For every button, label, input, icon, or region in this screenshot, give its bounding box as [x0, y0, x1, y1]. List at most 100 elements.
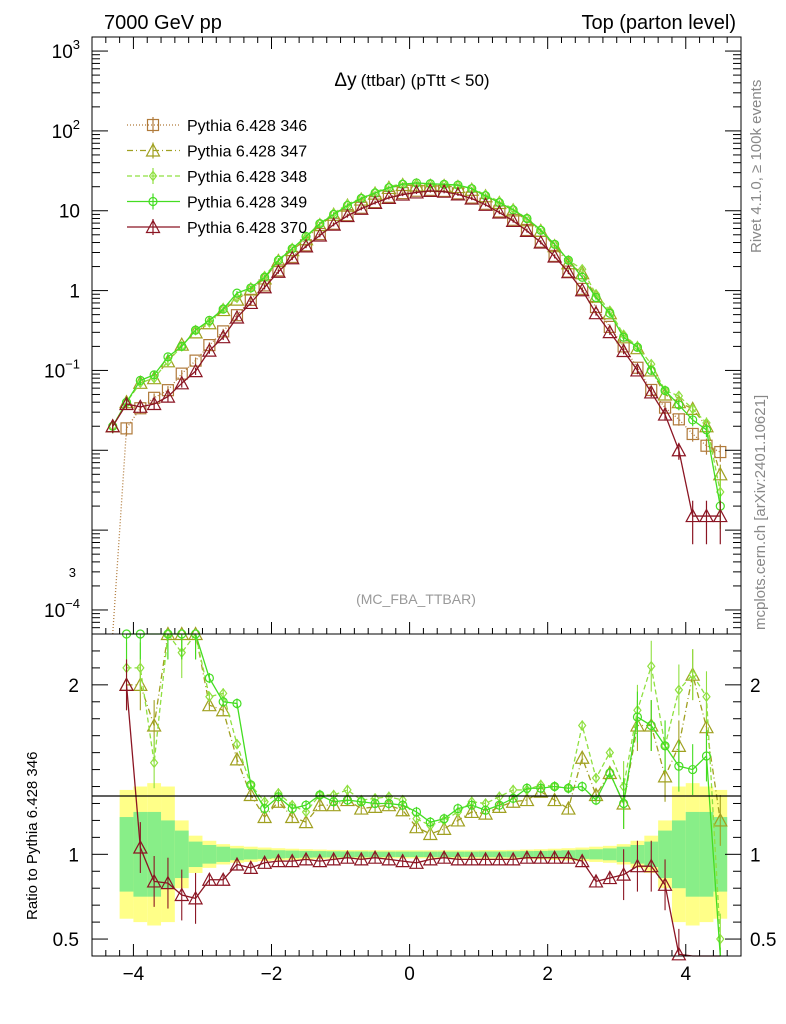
ratio-point [339, 792, 355, 807]
y-tick-label: 103 [52, 37, 80, 63]
ratio-point [270, 853, 286, 868]
ratio-y-tick-label: 1 [68, 845, 79, 866]
ratio-point [632, 712, 643, 722]
x-tick-label: 0 [404, 964, 415, 985]
band-green-bin [589, 849, 603, 860]
data-point [243, 295, 259, 310]
ratio-series-layer [119, 626, 728, 961]
data-point [149, 370, 159, 380]
data-point [257, 279, 273, 294]
data-point [163, 352, 173, 362]
ratio-point [519, 849, 535, 864]
data-point [246, 283, 256, 293]
x-tick-label: −4 [123, 964, 145, 985]
x-tick-label: 2 [542, 964, 553, 985]
ratio-point [560, 849, 576, 864]
data-point [425, 179, 435, 189]
band-green-bin [243, 849, 258, 860]
ratio-point [412, 813, 421, 825]
ratio-point [674, 761, 684, 771]
x-tick-label: 4 [680, 964, 691, 985]
ratio-point [616, 866, 632, 881]
data-point [229, 309, 245, 324]
main-series-layer [105, 177, 728, 635]
series-370 [105, 183, 728, 545]
data-point [522, 213, 532, 224]
ratio-point [218, 697, 228, 707]
ratio-point [467, 800, 477, 810]
ratio-349 [121, 629, 721, 957]
data-point [218, 304, 228, 314]
data-point [605, 308, 615, 318]
axis-ticks [92, 37, 742, 957]
ratio-point [577, 781, 587, 792]
rivet-version-label: Rivet 4.1.0, ≥ 100k events [748, 80, 765, 253]
legend-marker [146, 118, 160, 132]
header-left: 7000 GeV pp [104, 12, 222, 34]
band-green-bin [202, 844, 217, 864]
data-point [657, 406, 673, 421]
legend-entry: Pythia 6.428 346 [127, 117, 307, 135]
ratio-point [270, 794, 286, 808]
data-point [688, 403, 697, 415]
data-point [588, 305, 604, 320]
y-tick-label: 102 [52, 117, 80, 143]
ratio-point [605, 747, 615, 759]
ratio-point [136, 662, 145, 674]
band-green-bin [161, 820, 175, 889]
x-tick-label: −2 [261, 964, 283, 985]
ratio-point [591, 772, 601, 784]
ratio-point [298, 851, 314, 866]
band-green-bin [230, 848, 244, 861]
ratio-point [315, 790, 325, 800]
ratio-point [229, 856, 245, 871]
ratio-point [174, 887, 190, 902]
data-point [312, 227, 328, 242]
data-point [284, 242, 300, 257]
analysis-watermark: (MC_FBA_TTBAR) [356, 591, 476, 607]
data-point [422, 183, 438, 198]
ratio-point [536, 783, 546, 793]
ratio-point [395, 853, 411, 868]
legend-label: Pythia 6.428 346 [187, 118, 307, 135]
band-green-bin [409, 851, 424, 858]
header-right: Top (parton level) [581, 12, 736, 34]
data-point [105, 418, 121, 433]
ratio-y-tick-label: 2 [68, 676, 79, 697]
ratio-point [519, 792, 535, 807]
data-point [602, 324, 618, 339]
data-point [660, 385, 670, 396]
ratio-point [646, 660, 656, 672]
ratio-point [398, 800, 408, 810]
legend-marker [148, 170, 158, 182]
band-green-bin [216, 846, 231, 862]
ratio-point [671, 946, 687, 961]
ratio-point [201, 697, 217, 712]
ratio-point [646, 720, 656, 731]
data-point [560, 264, 576, 279]
data-point [519, 223, 535, 237]
ratio-point [257, 809, 273, 824]
ratio-point [619, 798, 629, 809]
y-tick-label: 10 [59, 202, 80, 223]
data-point [205, 316, 214, 328]
data-point [175, 367, 188, 380]
ratio-point [232, 738, 242, 750]
ratio-point [657, 768, 673, 783]
ratio-point [408, 855, 425, 869]
data-point [135, 375, 145, 386]
ratio-370 [119, 659, 721, 961]
ratio-point [243, 787, 259, 802]
ratio-point [329, 797, 339, 807]
data-point [629, 362, 645, 377]
ratio-point [547, 792, 563, 807]
data-point [189, 354, 202, 367]
legend-label: Pythia 6.428 348 [187, 169, 307, 186]
ratio-plot-frame [91, 633, 742, 957]
ratio-point [273, 792, 284, 802]
ratio-point [353, 851, 369, 866]
data-point [616, 343, 632, 358]
band-green-bin [257, 849, 272, 859]
data-point [119, 396, 135, 411]
ratio-point [370, 798, 380, 809]
